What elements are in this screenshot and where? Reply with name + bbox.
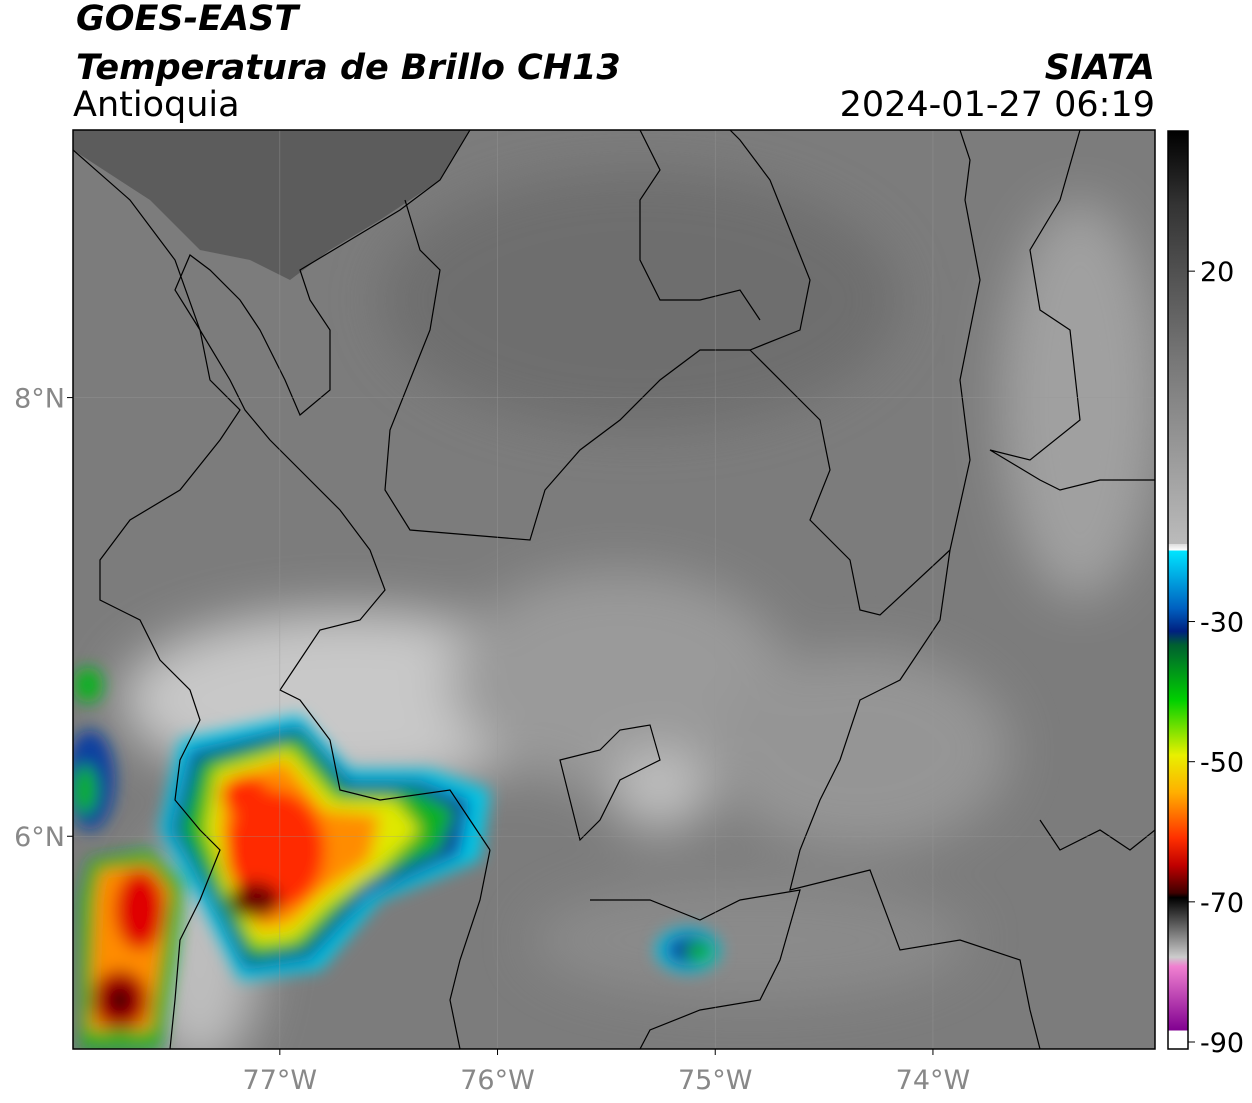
map-frame: [72, 129, 1156, 1050]
x-tick-label: 74°W: [896, 1065, 971, 1096]
colorbar-tick-label: -50: [1200, 748, 1244, 779]
colorbar-tick-label: -90: [1200, 1028, 1244, 1059]
source-name: SIATA: [1045, 48, 1155, 88]
y-tick-label: 6°N: [14, 822, 65, 853]
x-tick-label: 77°W: [243, 1065, 318, 1096]
satellite-image: [73, 130, 1155, 1049]
region-name: Antioquia: [73, 85, 240, 125]
colorbar: [1167, 130, 1189, 1050]
x-tick-label: 76°W: [460, 1065, 535, 1096]
x-tick-label: 75°W: [678, 1065, 753, 1096]
satellite-name: GOES-EAST: [76, 0, 301, 39]
colorbar-tick-label: 20: [1200, 257, 1234, 288]
product-title: Temperatura de Brillo CH13: [76, 48, 621, 88]
colorbar-tick-label: -70: [1200, 888, 1244, 919]
datetime: 2024-01-27 06:19: [840, 85, 1155, 125]
colorbar-tick-label: -30: [1200, 608, 1244, 639]
y-tick-label: 8°N: [14, 384, 65, 415]
